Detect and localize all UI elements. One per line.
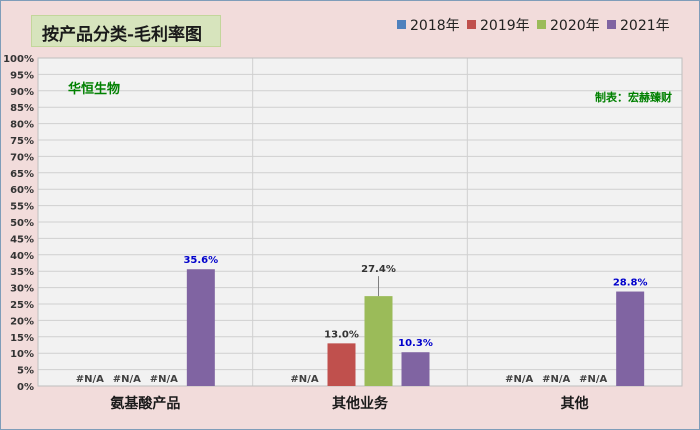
y-tick-label: 75%: [10, 136, 34, 147]
data-label-na: #N/A: [579, 374, 607, 385]
y-tick-label: 100%: [3, 54, 34, 65]
data-label: 13.0%: [324, 329, 359, 340]
y-tick-label: 85%: [10, 103, 34, 114]
x-category-label: 其他: [561, 395, 589, 412]
data-label: 10.3%: [398, 338, 433, 349]
y-tick-label: 45%: [10, 234, 34, 245]
legend-label: 2018年: [410, 18, 460, 34]
data-label-na: #N/A: [505, 374, 533, 385]
data-label: 27.4%: [361, 264, 396, 275]
y-tick-label: 20%: [10, 316, 34, 327]
legend-label: 2019年: [480, 18, 530, 34]
data-label-na: #N/A: [150, 374, 178, 385]
y-tick-label: 55%: [10, 202, 34, 213]
y-tick-label: 65%: [10, 169, 34, 180]
y-tick-label: 25%: [10, 300, 34, 311]
y-tick-label: 30%: [10, 284, 34, 295]
legend-swatch: [607, 20, 616, 29]
data-label-na: #N/A: [542, 374, 570, 385]
y-tick-label: 15%: [10, 333, 34, 344]
x-category-label: 其他业务: [332, 395, 389, 412]
y-tick-label: 60%: [10, 185, 34, 196]
company-label: 华恒生物: [68, 81, 120, 97]
data-label: 35.6%: [183, 255, 218, 266]
y-tick-label: 90%: [10, 87, 34, 98]
bar: [327, 343, 356, 386]
plot-border: [37, 57, 683, 387]
chart-title: 按产品分类-毛利率图: [42, 25, 203, 45]
legend-swatch: [467, 20, 476, 29]
data-label-na: #N/A: [290, 374, 318, 385]
bar: [364, 296, 393, 386]
y-tick-label: 35%: [10, 267, 34, 278]
legend-swatch: [397, 20, 406, 29]
bar: [186, 269, 215, 386]
data-label: 28.8%: [613, 278, 648, 289]
legend-label: 2021年: [620, 18, 670, 34]
legend-label: 2020年: [550, 18, 600, 34]
y-tick-label: 10%: [10, 349, 34, 360]
y-tick-label: 5%: [17, 366, 34, 377]
data-label-na: #N/A: [113, 374, 141, 385]
data-label-na: #N/A: [76, 374, 104, 385]
y-tick-label: 80%: [10, 120, 34, 131]
y-tick-label: 95%: [10, 70, 34, 81]
chart-title-box: 按产品分类-毛利率图: [31, 15, 221, 47]
bar: [616, 291, 645, 386]
legend-swatch: [537, 20, 546, 29]
y-tick-label: 0%: [17, 382, 34, 393]
x-category-label: 氨基酸产品: [110, 395, 180, 412]
source-label: 制表：宏赫臻财: [595, 90, 672, 104]
y-tick-label: 70%: [10, 152, 34, 163]
bar: [401, 352, 430, 386]
y-tick-label: 40%: [10, 251, 34, 262]
y-tick-label: 50%: [10, 218, 34, 229]
